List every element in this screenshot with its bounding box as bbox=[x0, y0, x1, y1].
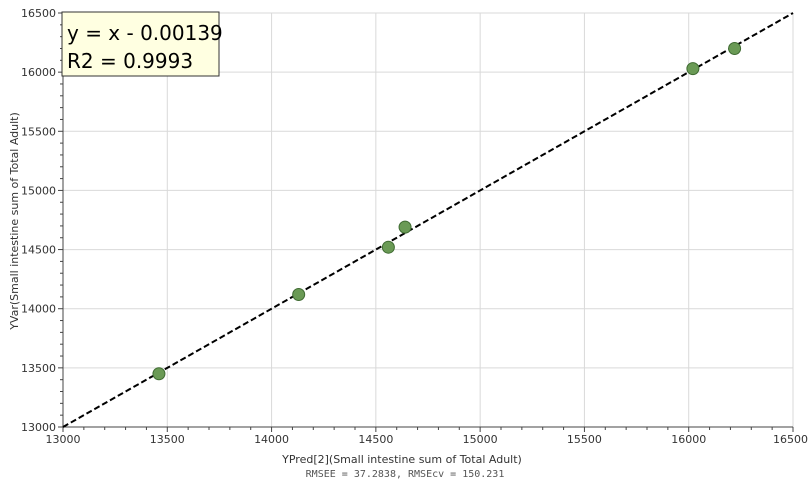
y-tick-label: 14500 bbox=[21, 244, 56, 257]
r2-text: R2 = 0.9993 bbox=[67, 49, 193, 73]
data-point bbox=[292, 288, 306, 302]
y-tick-label: 15500 bbox=[21, 125, 56, 138]
x-tick-label: 14000 bbox=[254, 433, 289, 446]
equation-annotation: y = x - 0.00139 R2 = 0.9993 bbox=[61, 11, 223, 77]
y-tick-label: 14000 bbox=[21, 303, 56, 316]
data-point bbox=[398, 220, 412, 234]
x-axis-ticks: 13000 13500 14000 14500 15000 15500 16000 16500 bbox=[46, 433, 809, 446]
equation-box bbox=[61, 11, 220, 77]
x-tick-label: 15000 bbox=[463, 433, 498, 446]
y-tick-label: 13500 bbox=[21, 362, 56, 375]
x-tick-label: 13500 bbox=[150, 433, 185, 446]
x-tick-label: 16500 bbox=[773, 433, 808, 446]
grid-lines bbox=[63, 12, 794, 427]
rmse-footer: RMSEE = 37.2838, RMSEcv = 150.231 bbox=[306, 469, 505, 480]
y-tick-label: 15000 bbox=[21, 184, 56, 197]
x-axis-label: YPred[2](Small intestine sum of Total Ad… bbox=[281, 453, 522, 466]
x-tick-label: 16000 bbox=[671, 433, 706, 446]
x-tick-label: 15500 bbox=[567, 433, 602, 446]
data-point bbox=[686, 62, 700, 76]
x-tick-label: 13000 bbox=[46, 433, 81, 446]
data-point bbox=[728, 41, 742, 55]
regression-line bbox=[62, 12, 794, 428]
x-tick-label: 14500 bbox=[358, 433, 393, 446]
y-tick-label: 16500 bbox=[21, 7, 56, 20]
data-point bbox=[381, 240, 395, 254]
y-axis-label: YVar(Small intestine sum of Total Adult) bbox=[8, 112, 21, 331]
equation-text: y = x - 0.00139 bbox=[67, 21, 223, 45]
data-point bbox=[152, 367, 166, 381]
y-axis-ticks: 13000 13500 14000 14500 15000 15500 16000 16500 bbox=[21, 7, 56, 434]
y-tick-label: 16000 bbox=[21, 66, 56, 79]
y-tick-label: 13000 bbox=[21, 421, 56, 434]
data-points bbox=[152, 41, 742, 381]
